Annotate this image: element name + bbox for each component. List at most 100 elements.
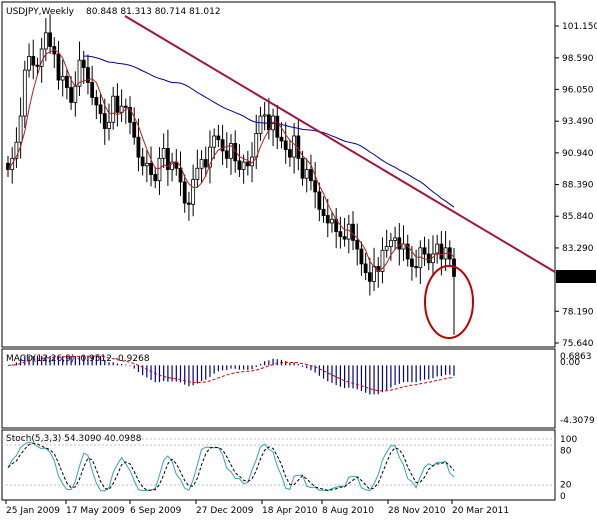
candle-body (157, 157, 162, 182)
candle-body (195, 167, 200, 180)
candle-body (22, 69, 27, 117)
candle-body (48, 32, 52, 47)
macd-label: MACD(12,26,9) -0.9512 -0.9268 (6, 354, 150, 364)
candle-body (43, 32, 48, 50)
candle-body (363, 263, 368, 274)
candle-body (77, 59, 82, 87)
candle-body (132, 121, 137, 138)
candle-body (279, 136, 284, 142)
price-tick-label: 101.150 (562, 22, 597, 32)
date-axis: 25 Jan 2009 17 May 2009 6 Sep 2009 27 Dec 2… (5, 500, 509, 516)
candle-body (330, 218, 334, 224)
candle-body (254, 133, 259, 158)
candle-body (367, 272, 372, 282)
candle-body (144, 162, 149, 167)
candle-body (27, 56, 31, 71)
candle-body (212, 135, 217, 148)
candle-body (31, 56, 36, 66)
macd-tick-label: 0.6863 (560, 352, 592, 362)
candle-body (372, 266, 376, 282)
candle-body (439, 243, 444, 260)
candle-body (321, 208, 326, 216)
price-axis: 101.150 98.590 96.050 93.490 90.940 88.390 85.… (555, 22, 597, 349)
candle-body (241, 161, 246, 170)
candle-body (102, 113, 107, 129)
candle-body (69, 87, 74, 103)
candle-body (317, 191, 322, 210)
candle-body (359, 248, 364, 265)
candle-body (60, 75, 65, 81)
candle-body (292, 135, 297, 158)
candle-body (6, 162, 10, 170)
candle-body (393, 237, 397, 241)
candle-body (309, 169, 313, 182)
stoch-pane[interactable] (1, 429, 556, 501)
candle-body (283, 140, 288, 151)
price-tick-label: 93.490 (562, 117, 594, 127)
candle-body (149, 162, 153, 175)
candle-body (229, 143, 233, 159)
ohlc-label: 80.848 81.313 80.714 81.012 (86, 7, 221, 17)
candle-body (161, 148, 166, 159)
candle-body (245, 161, 250, 167)
candle-body (65, 75, 69, 88)
candle-body (39, 48, 44, 67)
candle-body (262, 114, 267, 117)
macd-tick-label: 0.00 (560, 358, 580, 368)
candle-body (153, 174, 158, 182)
price-tick-label: 90.940 (562, 149, 594, 159)
stoch-tick-label: 80 (560, 446, 572, 456)
candle-body (73, 85, 78, 103)
candle-body (123, 105, 128, 108)
date-tick-label: 27 Dec 2009 (196, 506, 254, 516)
current-price-tag (556, 270, 596, 283)
date-tick-label: 18 Apr 2010 (262, 506, 318, 516)
candle-body (35, 64, 40, 67)
date-tick-label: 8 Aug 2010 (322, 506, 374, 516)
candle-body (111, 95, 116, 123)
candle-body (426, 253, 431, 264)
stoch-signal-line (7, 442, 455, 491)
price-tick-label: 96.050 (562, 85, 594, 95)
price-pane[interactable] (1, 1, 556, 348)
stoch-main-line (7, 441, 455, 492)
candle-body (165, 148, 170, 170)
candle-body (140, 156, 145, 167)
macd-tick-label: -4.3079 (560, 416, 595, 426)
candle-body (414, 266, 419, 269)
candle-body (224, 150, 229, 159)
candle-body (191, 179, 196, 205)
candle-body (94, 97, 99, 106)
candle-body (313, 180, 318, 193)
date-tick-label: 25 Jan 2009 (6, 506, 60, 516)
candle-body (275, 115, 280, 138)
candle-body (18, 115, 23, 143)
candles-group (6, 14, 456, 335)
candle-body (115, 95, 120, 113)
candle-body (410, 258, 414, 267)
macd-signal-line (7, 355, 455, 392)
candle-body (380, 249, 385, 272)
candle-body (325, 215, 330, 224)
price-tick-label: 85.840 (562, 212, 594, 222)
candle-body (237, 160, 242, 170)
candle-body (216, 135, 221, 141)
candle-body (388, 239, 393, 247)
candle-body (342, 236, 347, 240)
trendline[interactable] (124, 15, 556, 273)
candle-body (300, 157, 305, 179)
candle-body (170, 161, 174, 170)
candle-body (107, 121, 111, 129)
candle-body (397, 237, 402, 250)
current-price-value: 81.012 (560, 273, 592, 283)
macd-pane[interactable] (1, 348, 556, 429)
date-tick-label: 28 Nov 2010 (388, 506, 446, 516)
candle-body (136, 136, 141, 158)
stoch-label: Stoch(5,3,3) 54.3090 40.0988 (6, 434, 142, 444)
candle-body (14, 141, 19, 159)
date-tick-label: 17 May 2009 (66, 506, 125, 516)
candle-body (119, 105, 124, 113)
stoch-tick-label: 0 (560, 492, 566, 502)
